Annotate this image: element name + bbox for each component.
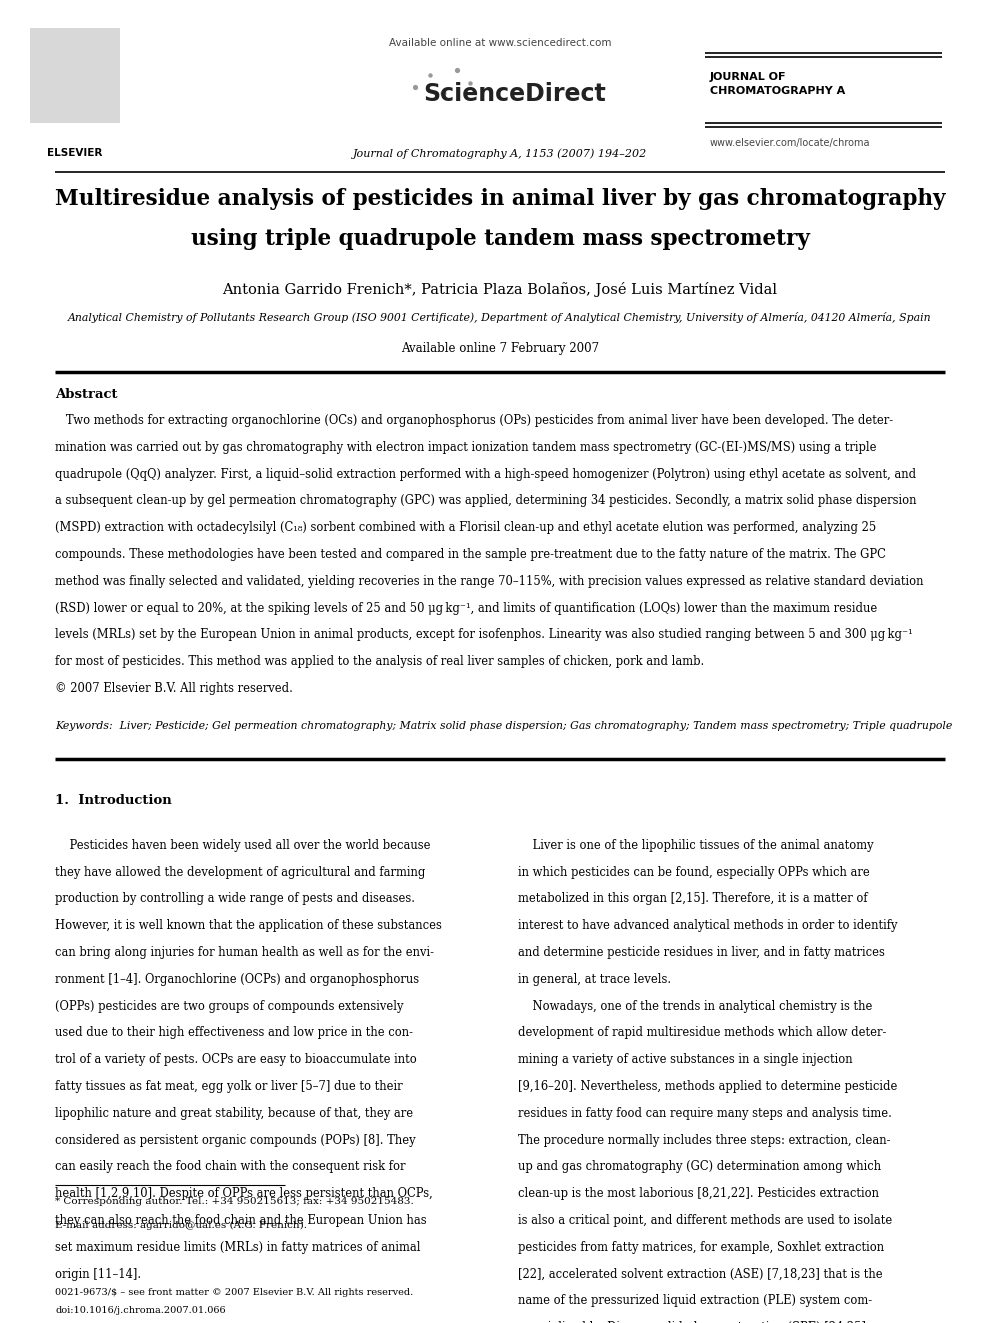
Text: (MSPD) extraction with octadecylsilyl (C₁₈) sorbent combined with a Florisil cle: (MSPD) extraction with octadecylsilyl (C… xyxy=(55,521,876,534)
Text: Liver is one of the lipophilic tissues of the animal anatomy: Liver is one of the lipophilic tissues o… xyxy=(518,839,873,852)
Text: lipophilic nature and great stability, because of that, they are: lipophilic nature and great stability, b… xyxy=(55,1107,413,1119)
Text: used due to their high effectiveness and low price in the con-: used due to their high effectiveness and… xyxy=(55,1027,413,1040)
Text: * Corresponding author. Tel.: +34 950215613; fax: +34 950215483.: * Corresponding author. Tel.: +34 950215… xyxy=(55,1197,414,1207)
Text: development of rapid multiresidue methods which allow deter-: development of rapid multiresidue method… xyxy=(518,1027,886,1040)
Text: origin [11–14].: origin [11–14]. xyxy=(55,1267,141,1281)
Text: Abstract: Abstract xyxy=(55,388,117,401)
Text: (OPPs) pesticides are two groups of compounds extensively: (OPPs) pesticides are two groups of comp… xyxy=(55,1000,404,1012)
Text: metabolized in this organ [2,15]. Therefore, it is a matter of: metabolized in this organ [2,15]. Theref… xyxy=(518,893,867,905)
Text: www.elsevier.com/locate/chroma: www.elsevier.com/locate/chroma xyxy=(710,138,871,148)
Text: Antonia Garrido Frenich*, Patricia Plaza Bolaños, José Luis Martínez Vidal: Antonia Garrido Frenich*, Patricia Plaza… xyxy=(222,282,778,296)
Text: method was finally selected and validated, yielding recoveries in the range 70–1: method was finally selected and validate… xyxy=(55,574,924,587)
Text: ELSEVIER: ELSEVIER xyxy=(48,148,103,157)
Text: is also a critical point, and different methods are used to isolate: is also a critical point, and different … xyxy=(518,1215,892,1226)
Text: mining a variety of active substances in a single injection: mining a variety of active substances in… xyxy=(518,1053,852,1066)
Text: in which pesticides can be found, especially OPPs which are: in which pesticides can be found, especi… xyxy=(518,865,869,878)
Text: mercialized by Dionex, solid phase extraction (SPE) [24,25],: mercialized by Dionex, solid phase extra… xyxy=(518,1322,869,1323)
Text: can easily reach the food chain with the consequent risk for: can easily reach the food chain with the… xyxy=(55,1160,406,1174)
Text: a subsequent clean-up by gel permeation chromatography (GPC) was applied, determ: a subsequent clean-up by gel permeation … xyxy=(55,495,917,508)
Text: Two methods for extracting organochlorine (OCs) and organophosphorus (OPs) pesti: Two methods for extracting organochlorin… xyxy=(55,414,893,427)
Text: residues in fatty food can require many steps and analysis time.: residues in fatty food can require many … xyxy=(518,1107,892,1119)
Text: name of the pressurized liquid extraction (PLE) system com-: name of the pressurized liquid extractio… xyxy=(518,1294,872,1307)
Text: Journal of Chromatography A, 1153 (2007) 194–202: Journal of Chromatography A, 1153 (2007)… xyxy=(353,148,647,159)
Text: interest to have advanced analytical methods in order to identify: interest to have advanced analytical met… xyxy=(518,919,897,933)
Text: using triple quadrupole tandem mass spectrometry: using triple quadrupole tandem mass spec… xyxy=(190,228,809,250)
Bar xyxy=(30,28,120,123)
Text: Multiresidue analysis of pesticides in animal liver by gas chromatography: Multiresidue analysis of pesticides in a… xyxy=(55,188,945,210)
Text: 1.  Introduction: 1. Introduction xyxy=(55,794,172,807)
Text: Nowadays, one of the trends in analytical chemistry is the: Nowadays, one of the trends in analytica… xyxy=(518,1000,872,1012)
Text: set maximum residue limits (MRLs) in fatty matrices of animal: set maximum residue limits (MRLs) in fat… xyxy=(55,1241,421,1254)
Text: E-mail address: agarrido@ual.es (A.G. Frenich).: E-mail address: agarrido@ual.es (A.G. Fr… xyxy=(55,1221,307,1230)
Text: clean-up is the most laborious [8,21,22]. Pesticides extraction: clean-up is the most laborious [8,21,22]… xyxy=(518,1187,879,1200)
Text: [22], accelerated solvent extraction (ASE) [7,18,23] that is the: [22], accelerated solvent extraction (AS… xyxy=(518,1267,882,1281)
Text: Available online at www.sciencedirect.com: Available online at www.sciencedirect.co… xyxy=(389,38,611,48)
Text: Analytical Chemistry of Pollutants Research Group (ISO 9001 Certificate), Depart: Analytical Chemistry of Pollutants Resea… xyxy=(68,312,931,323)
Text: 0021-9673/$ – see front matter © 2007 Elsevier B.V. All rights reserved.: 0021-9673/$ – see front matter © 2007 El… xyxy=(55,1289,414,1297)
Text: The procedure normally includes three steps: extraction, clean-: The procedure normally includes three st… xyxy=(518,1134,890,1147)
Text: JOURNAL OF
CHROMATOGRAPHY A: JOURNAL OF CHROMATOGRAPHY A xyxy=(710,71,845,97)
Text: Available online 7 February 2007: Available online 7 February 2007 xyxy=(401,343,599,355)
Text: Keywords:  Liver; Pesticide; Gel permeation chromatography; Matrix solid phase d: Keywords: Liver; Pesticide; Gel permeati… xyxy=(55,721,952,730)
Text: they have allowed the development of agricultural and farming: they have allowed the development of agr… xyxy=(55,865,426,878)
Text: [9,16–20]. Nevertheless, methods applied to determine pesticide: [9,16–20]. Nevertheless, methods applied… xyxy=(518,1080,897,1093)
Text: levels (MRLs) set by the European Union in animal products, except for isofenpho: levels (MRLs) set by the European Union … xyxy=(55,628,913,642)
Text: fatty tissues as fat meat, egg yolk or liver [5–7] due to their: fatty tissues as fat meat, egg yolk or l… xyxy=(55,1080,403,1093)
Text: mination was carried out by gas chromatography with electron impact ionization t: mination was carried out by gas chromato… xyxy=(55,441,877,454)
Text: production by controlling a wide range of pests and diseases.: production by controlling a wide range o… xyxy=(55,893,415,905)
Text: ronment [1–4]. Organochlorine (OCPs) and organophosphorus: ronment [1–4]. Organochlorine (OCPs) and… xyxy=(55,972,420,986)
Text: they can also reach the food chain and the European Union has: they can also reach the food chain and t… xyxy=(55,1215,427,1226)
Text: can bring along injuries for human health as well as for the envi-: can bring along injuries for human healt… xyxy=(55,946,434,959)
Text: doi:10.1016/j.chroma.2007.01.066: doi:10.1016/j.chroma.2007.01.066 xyxy=(55,1306,225,1315)
Text: and determine pesticide residues in liver, and in fatty matrices: and determine pesticide residues in live… xyxy=(518,946,885,959)
Text: ScienceDirect: ScienceDirect xyxy=(424,82,606,106)
Text: in general, at trace levels.: in general, at trace levels. xyxy=(518,972,671,986)
Text: (RSD) lower or equal to 20%, at the spiking levels of 25 and 50 μg kg⁻¹, and lim: (RSD) lower or equal to 20%, at the spik… xyxy=(55,602,877,615)
Text: © 2007 Elsevier B.V. All rights reserved.: © 2007 Elsevier B.V. All rights reserved… xyxy=(55,681,293,695)
Text: considered as persistent organic compounds (POPs) [8]. They: considered as persistent organic compoun… xyxy=(55,1134,416,1147)
Text: compounds. These methodologies have been tested and compared in the sample pre-t: compounds. These methodologies have been… xyxy=(55,548,886,561)
Text: pesticides from fatty matrices, for example, Soxhlet extraction: pesticides from fatty matrices, for exam… xyxy=(518,1241,884,1254)
Text: health [1,2,9,10]. Despite of OPPs are less persistent than OCPs,: health [1,2,9,10]. Despite of OPPs are l… xyxy=(55,1187,433,1200)
Text: trol of a variety of pests. OCPs are easy to bioaccumulate into: trol of a variety of pests. OCPs are eas… xyxy=(55,1053,417,1066)
Text: for most of pesticides. This method was applied to the analysis of real liver sa: for most of pesticides. This method was … xyxy=(55,655,704,668)
Text: up and gas chromatography (GC) determination among which: up and gas chromatography (GC) determina… xyxy=(518,1160,881,1174)
Text: However, it is well known that the application of these substances: However, it is well known that the appli… xyxy=(55,919,441,933)
Text: Pesticides haven been widely used all over the world because: Pesticides haven been widely used all ov… xyxy=(55,839,431,852)
Text: quadrupole (QqQ) analyzer. First, a liquid–solid extraction performed with a hig: quadrupole (QqQ) analyzer. First, a liqu… xyxy=(55,467,917,480)
